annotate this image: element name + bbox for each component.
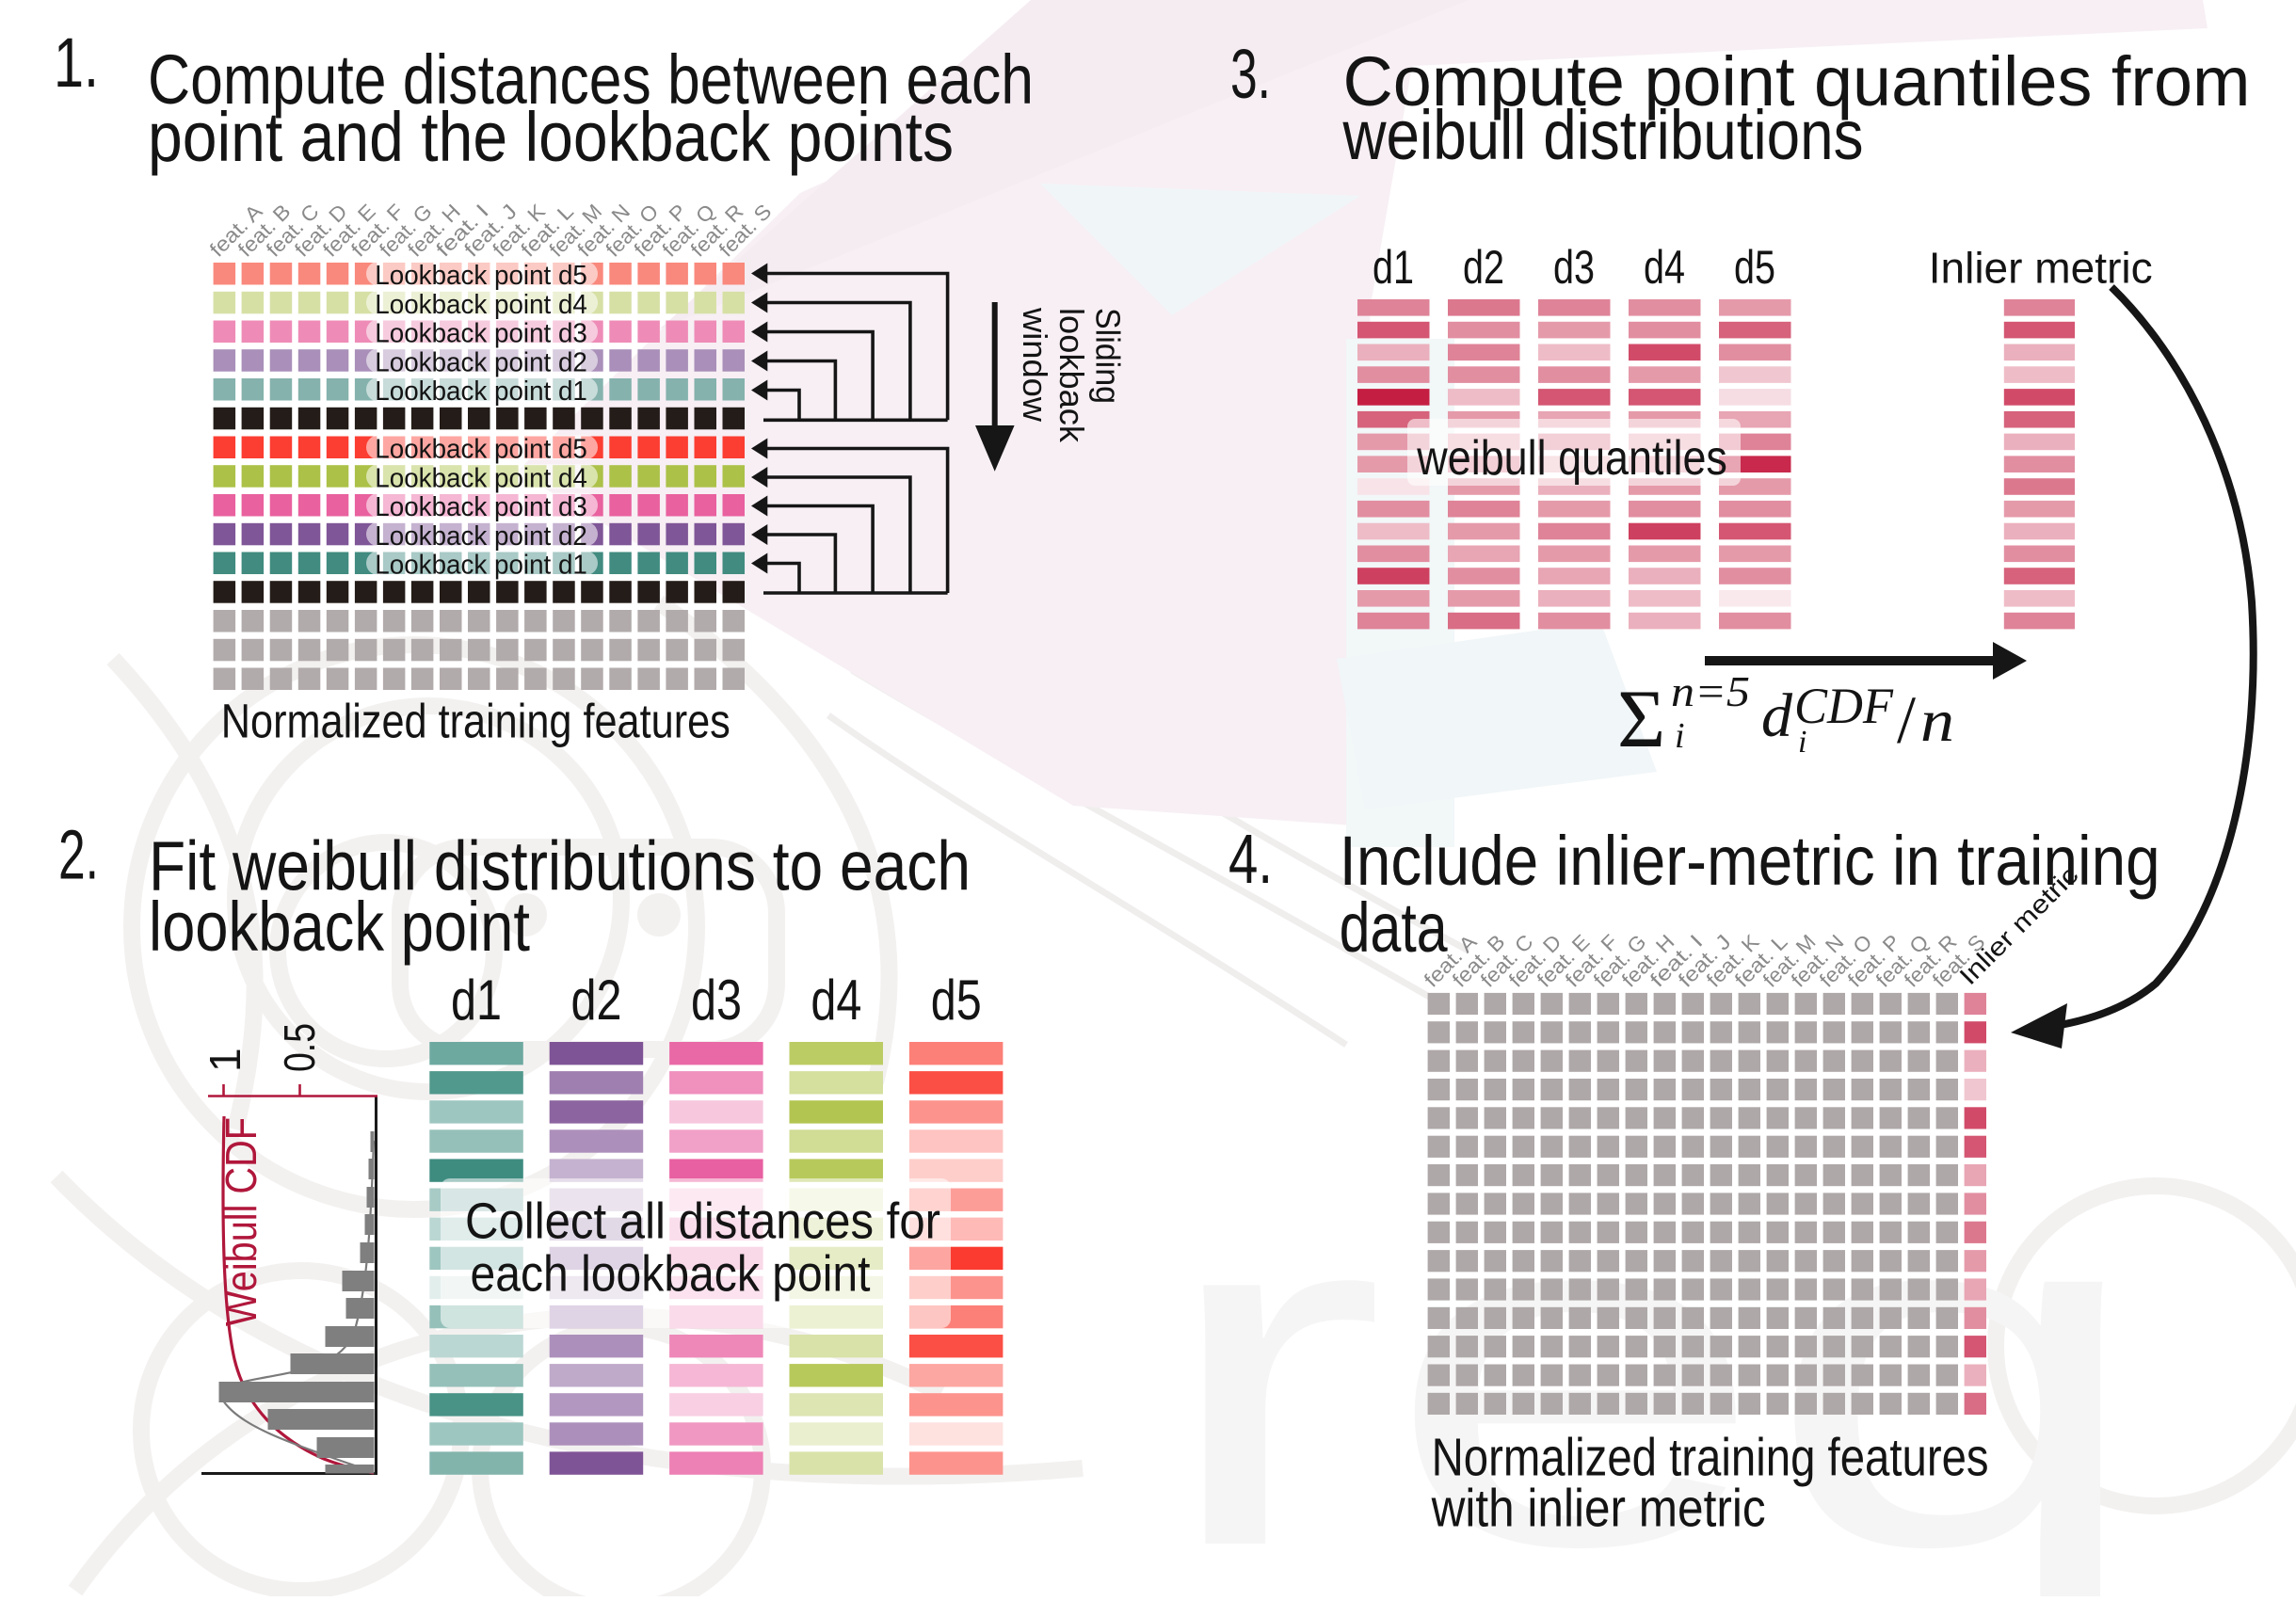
svg-text:i: i [1675, 716, 1685, 756]
svg-text:CDF: CDF [1794, 678, 1894, 734]
svg-text:d2: d2 [1463, 241, 1504, 294]
svg-text:each lookback point: each lookback point [471, 1245, 871, 1302]
svg-text:window: window [1016, 307, 1054, 423]
svg-text:Sliding: Sliding [1089, 308, 1128, 404]
svg-text:Lookback point d5: Lookback point d5 [375, 261, 587, 291]
svg-text:Weibull CDF: Weibull CDF [217, 1117, 265, 1326]
svg-text:Lookback point d4: Lookback point d4 [375, 464, 587, 494]
svg-text:data: data [1340, 889, 1449, 967]
svg-text:Compute point quantiles from: Compute point quantiles from [1343, 42, 2251, 120]
svg-text:0.5: 0.5 [275, 1023, 324, 1072]
svg-text:n=5: n=5 [1671, 667, 1750, 715]
svg-text:d: d [1761, 681, 1793, 750]
svg-text:lookback point: lookback point [149, 888, 530, 966]
svg-text:weibull quantiles: weibull quantiles [1416, 431, 1726, 486]
svg-text:Normalized training features: Normalized training features [1432, 1427, 1989, 1487]
svg-text:4.: 4. [1228, 820, 1273, 898]
svg-text:Collect all distances for: Collect all distances for [465, 1193, 940, 1250]
svg-text:/: / [1897, 682, 1916, 758]
svg-text:Compute distances between each: Compute distances between each [148, 40, 1034, 119]
svg-text:d1: d1 [451, 969, 502, 1032]
svg-text:2.: 2. [58, 816, 99, 894]
svg-text:d1: d1 [1373, 241, 1414, 294]
svg-text:point and the lookback points: point and the lookback points [148, 98, 954, 176]
svg-text:Σ: Σ [1617, 674, 1665, 765]
svg-text:Lookback point d3: Lookback point d3 [375, 319, 587, 349]
svg-text:i: i [1798, 725, 1806, 760]
svg-text:Include inlier-metric in train: Include inlier-metric in training [1340, 822, 2160, 900]
svg-text:Normalized training features: Normalized training features [221, 695, 731, 748]
svg-text:n: n [1920, 687, 1954, 754]
svg-text:Lookback point d4: Lookback point d4 [375, 290, 587, 320]
svg-text:d5: d5 [931, 969, 982, 1032]
svg-text:d4: d4 [811, 969, 861, 1032]
svg-text:weibull distributions: weibull distributions [1342, 96, 1864, 174]
svg-text:d2: d2 [571, 969, 622, 1032]
svg-text:lookback: lookback [1052, 308, 1091, 443]
svg-text:Fit weibull distributions to e: Fit weibull distributions to each [149, 827, 971, 905]
svg-text:Lookback point d3: Lookback point d3 [375, 492, 587, 522]
svg-text:d3: d3 [1553, 241, 1595, 294]
svg-text:d3: d3 [691, 969, 742, 1032]
svg-text:1.: 1. [54, 24, 99, 102]
svg-text:d5: d5 [1734, 241, 1775, 294]
svg-text:Lookback point d1: Lookback point d1 [375, 376, 587, 407]
svg-text:Inlier metric: Inlier metric [1929, 244, 2153, 293]
svg-text:3.: 3. [1230, 35, 1271, 113]
svg-text:d4: d4 [1644, 241, 1685, 294]
svg-text:1: 1 [201, 1048, 249, 1072]
svg-text:with inlier metric: with inlier metric [1431, 1478, 1766, 1538]
svg-text:Lookback point d5: Lookback point d5 [375, 435, 587, 465]
svg-text:Lookback point d1: Lookback point d1 [375, 551, 587, 581]
svg-text:Lookback point d2: Lookback point d2 [375, 521, 587, 552]
svg-text:Lookback point d2: Lookback point d2 [375, 347, 587, 377]
